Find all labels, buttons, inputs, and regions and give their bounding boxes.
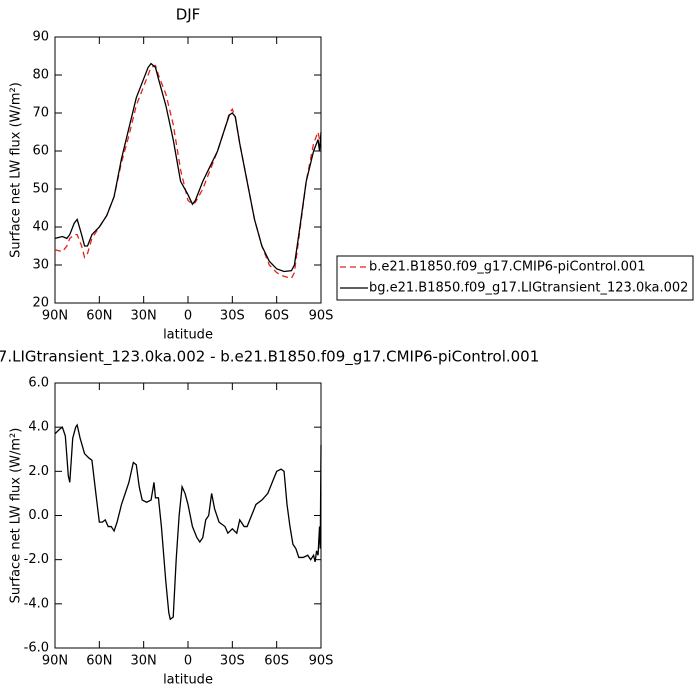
x-tick-label: 60N [86,309,112,324]
y-tick-label: 50 [32,182,49,197]
x-tick-label: 90S [309,309,334,324]
x-tick-label: 0 [184,654,192,669]
x-tick-label: 30S [220,309,245,324]
x-tick-label: 90N [42,309,68,324]
x-tick-label: 90S [309,654,334,669]
data-line [54,64,322,280]
x-tick-label: 60N [86,654,112,669]
y-tick-label: 6.0 [28,376,49,391]
plot-frame [54,36,322,304]
y-tick-label: 80 [32,68,49,83]
chart-title: bg.e21.B1850.f09_g17.LIGtransient_123.0k… [0,348,539,367]
data-line [54,62,322,273]
x-axis-label: latitude [163,673,213,688]
data-line [54,423,322,621]
y-tick-label: 90 [32,30,49,45]
x-tick-label: 60S [264,654,289,669]
y-tick-label: 0.0 [28,508,49,523]
y-tick-label: 40 [32,220,49,235]
y-tick-label: 30 [32,258,49,273]
y-tick-label: 60 [32,144,49,159]
y-tick-label: -2.0 [24,552,49,567]
x-tick-label: 30N [131,654,157,669]
legend-label: bg.e21.B1850.f09_g17.LIGtransient_123.0k… [369,281,688,296]
y-tick-label: -4.0 [24,596,49,611]
y-axis-label: Surface net LW flux (W/m²) [9,82,24,258]
x-tick-label: 90N [42,654,68,669]
x-tick-label: 30S [220,654,245,669]
legend-label: b.e21.B1850.f09_g17.CMIP6-piControl.001 [369,260,645,275]
plot-frame [54,382,322,649]
y-tick-label: 70 [32,106,49,121]
y-tick-label: 2.0 [28,464,49,479]
y-axis-label: Surface net LW flux (W/m²) [9,428,24,604]
y-tick-label: 4.0 [28,420,49,435]
chart-title: DJF [176,6,201,24]
y-tick-label: -6.0 [24,641,49,656]
legend-frame [336,255,694,301]
x-tick-label: 0 [184,309,192,324]
x-tick-label: 30N [131,309,157,324]
x-axis-label: latitude [163,328,213,343]
y-tick-label: 20 [32,296,49,311]
x-tick-label: 60S [264,309,289,324]
